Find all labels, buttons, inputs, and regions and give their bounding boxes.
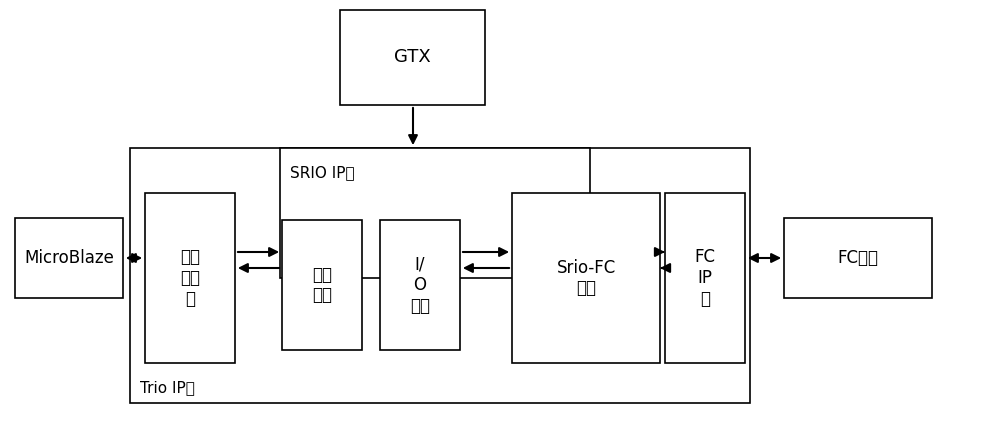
Text: Srio-FC
转换: Srio-FC 转换 xyxy=(556,259,616,297)
Bar xyxy=(282,220,362,350)
Text: MicroBlaze: MicroBlaze xyxy=(24,249,114,267)
Text: 维护
端口: 维护 端口 xyxy=(312,266,332,304)
Text: SRIO IP核: SRIO IP核 xyxy=(290,165,355,180)
Bar xyxy=(145,193,235,363)
Bar xyxy=(130,148,750,403)
Bar xyxy=(15,218,123,298)
Bar xyxy=(784,218,932,298)
Text: I/
O
端口: I/ O 端口 xyxy=(410,255,430,315)
Bar xyxy=(665,193,745,363)
Text: GTX: GTX xyxy=(394,48,430,66)
Text: Trio IP核: Trio IP核 xyxy=(140,380,195,395)
Bar xyxy=(340,10,485,105)
Text: FC
IP
核: FC IP 核 xyxy=(694,248,716,308)
Bar xyxy=(380,220,460,350)
Text: 寄存
器接
口: 寄存 器接 口 xyxy=(180,248,200,308)
Bar xyxy=(280,148,590,278)
Text: FC光纤: FC光纤 xyxy=(838,249,879,267)
Bar xyxy=(512,193,660,363)
